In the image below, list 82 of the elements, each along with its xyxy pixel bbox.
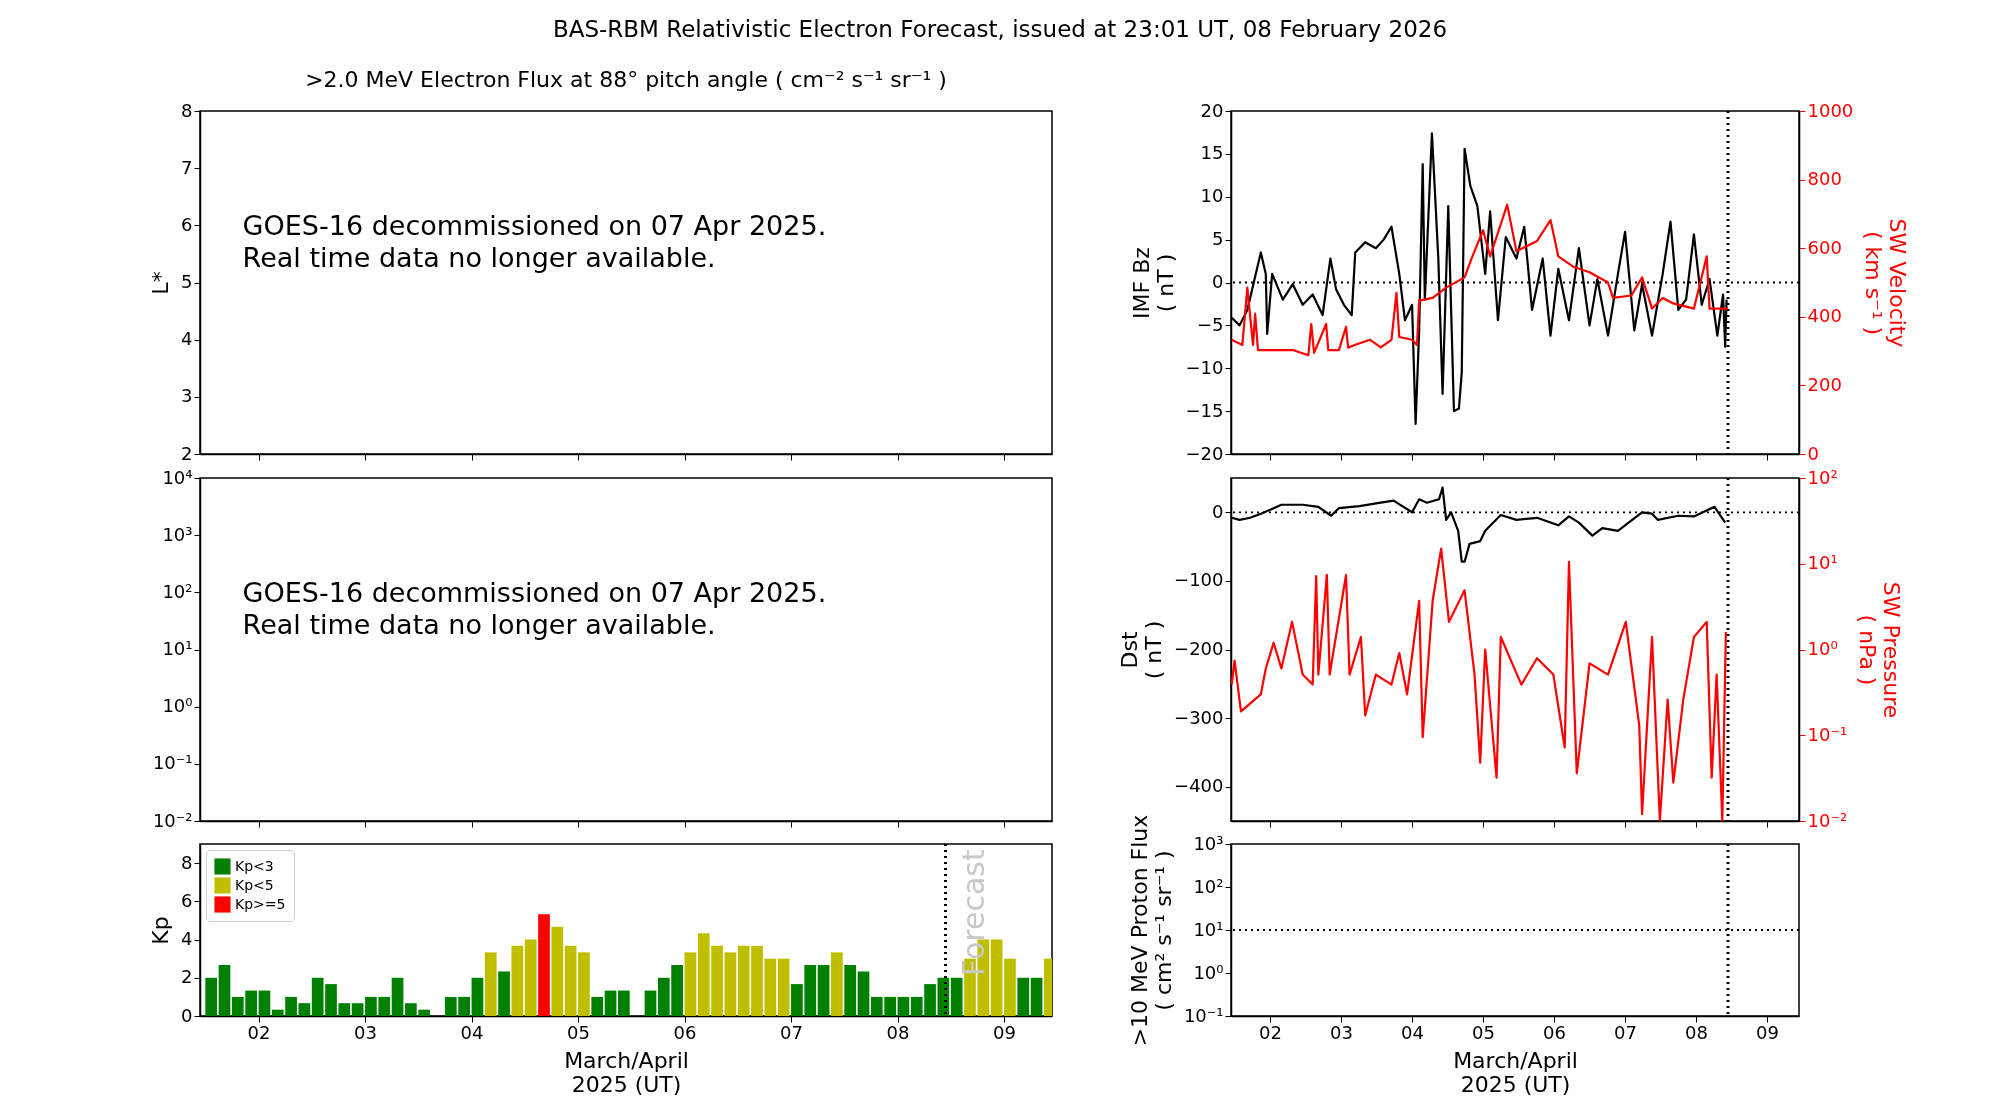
y-tick-label: 10¹ bbox=[162, 638, 193, 659]
x-tick-label: 04 bbox=[1401, 1021, 1424, 1043]
y-tick-label: 4 bbox=[181, 928, 193, 950]
y2-tick-label: 10⁻² bbox=[1807, 809, 1848, 831]
y-tick-label: 4 bbox=[181, 328, 193, 350]
y-tick-label: 10⁻¹ bbox=[152, 752, 193, 774]
y-tick-label: −400 bbox=[1174, 775, 1224, 797]
x-tick-label: 02 bbox=[1259, 1021, 1282, 1043]
y-tick-label: 8 bbox=[181, 851, 193, 873]
x-tick-label: 09 bbox=[993, 1021, 1017, 1043]
y-tick-label: 5 bbox=[1212, 228, 1224, 250]
y-tick-label: 2 bbox=[181, 966, 193, 988]
y-tick-label: 6 bbox=[181, 889, 193, 911]
y2-tick-label: 600 bbox=[1807, 236, 1842, 258]
y-tick-label: 10³ bbox=[162, 523, 193, 545]
y-tick-label: 10⁰ bbox=[1193, 961, 1224, 983]
y2-tick-label: 10¹ bbox=[1807, 552, 1838, 574]
x-tick-label: 08 bbox=[886, 1021, 910, 1043]
legend-label: Kp>=5 bbox=[235, 895, 286, 912]
x-tick-label: 04 bbox=[460, 1021, 484, 1043]
y-axis-title: Dst ( nT ) bbox=[1117, 620, 1167, 680]
x-tick-label: 09 bbox=[1756, 1021, 1779, 1043]
y2-tick-label: 10⁻¹ bbox=[1807, 723, 1848, 745]
x-tick-label: 03 bbox=[354, 1021, 378, 1043]
x-tick-label: 05 bbox=[1472, 1021, 1495, 1043]
y2-tick-label: 800 bbox=[1807, 168, 1842, 190]
x-tick-label: 06 bbox=[1543, 1021, 1566, 1043]
annotation: Forecast bbox=[956, 849, 992, 977]
y-axis-title: L* bbox=[148, 271, 174, 295]
legend-label: Kp<5 bbox=[235, 876, 274, 893]
y-axis-title: Kp bbox=[148, 916, 174, 945]
y-tick-label: 20 bbox=[1200, 99, 1224, 121]
y-tick-label: 7 bbox=[181, 156, 193, 178]
y2-tick-label: 0 bbox=[1807, 442, 1819, 464]
y-tick-label: 3 bbox=[181, 385, 193, 407]
y-tick-label: −300 bbox=[1174, 706, 1224, 728]
y-tick-label: 10 bbox=[1200, 185, 1224, 207]
x-axis-title: March/April 2025 (UT) bbox=[1453, 1047, 1578, 1097]
y2-axis-title: SW Pressure ( nPa ) bbox=[1855, 581, 1905, 719]
y-tick-label: 10⁰ bbox=[162, 695, 193, 717]
y2-tick-label: 10⁰ bbox=[1807, 638, 1838, 659]
y-tick-label: 0 bbox=[1212, 271, 1224, 292]
y2-tick-label: 400 bbox=[1807, 305, 1842, 327]
y-tick-label: −100 bbox=[1174, 569, 1224, 591]
chart-subtitle: >2.0 MeV Electron Flux at 88° pitch angle ( cm⁻² s⁻¹ sr⁻¹ ) bbox=[305, 67, 947, 92]
x-tick-label: 05 bbox=[567, 1021, 591, 1043]
y-tick-label: −200 bbox=[1174, 638, 1224, 659]
y-tick-label: 0 bbox=[1212, 500, 1224, 522]
y-tick-label: −20 bbox=[1185, 442, 1224, 464]
x-tick-label: 02 bbox=[247, 1021, 271, 1043]
x-tick-label: 07 bbox=[1614, 1021, 1637, 1043]
y-tick-label: 8 bbox=[181, 99, 193, 121]
y-axis-title: >10 MeV Proton Flux ( cm² s⁻¹ sr⁻¹ ) bbox=[1126, 814, 1176, 1047]
y-tick-label: −10 bbox=[1185, 356, 1224, 378]
x-tick-label: 06 bbox=[673, 1021, 697, 1043]
y-tick-label: 10³ bbox=[1193, 832, 1224, 854]
x-tick-label: 03 bbox=[1330, 1021, 1353, 1043]
y2-tick-label: 1000 bbox=[1807, 99, 1854, 121]
y-tick-label: 10¹ bbox=[1193, 918, 1224, 940]
y-tick-label: 10² bbox=[1193, 875, 1224, 897]
y-tick-label: 0 bbox=[181, 1004, 193, 1026]
y2-tick-label: 10² bbox=[1807, 466, 1838, 488]
y2-axis-title: SW Velocity ( km s⁻¹ ) bbox=[1861, 218, 1911, 348]
y-tick-label: 10⁻² bbox=[152, 809, 193, 831]
chart-title: BAS-RBM Relativistic Electron Forecast, issued at 23:01 UT, 08 February 2026 bbox=[551, 16, 1449, 42]
annotation: GOES-16 decommissioned on 07 Apr 2025. Real time data no longer available. bbox=[242, 209, 827, 273]
y-tick-label: 10² bbox=[162, 580, 193, 602]
x-axis-title: March/April 2025 (UT) bbox=[564, 1047, 689, 1097]
y-tick-label: 10⁴ bbox=[162, 466, 193, 488]
x-tick-label: 07 bbox=[780, 1021, 804, 1043]
y2-tick-label: 200 bbox=[1807, 373, 1842, 395]
y-tick-label: 10⁻¹ bbox=[1183, 1004, 1224, 1026]
y-tick-label: −5 bbox=[1196, 313, 1224, 335]
y-axis-title: IMF Bz ( nT ) bbox=[1128, 247, 1178, 319]
y-tick-label: 2 bbox=[181, 442, 193, 464]
y-tick-label: 6 bbox=[181, 213, 193, 235]
annotation: GOES-16 decommissioned on 07 Apr 2025. Real time data no longer available. bbox=[242, 576, 827, 640]
y-tick-label: 15 bbox=[1200, 142, 1224, 164]
y-tick-label: −15 bbox=[1185, 399, 1224, 421]
legend-label: Kp<3 bbox=[235, 857, 274, 874]
y-tick-label: 5 bbox=[181, 271, 193, 292]
x-tick-label: 08 bbox=[1685, 1021, 1708, 1043]
